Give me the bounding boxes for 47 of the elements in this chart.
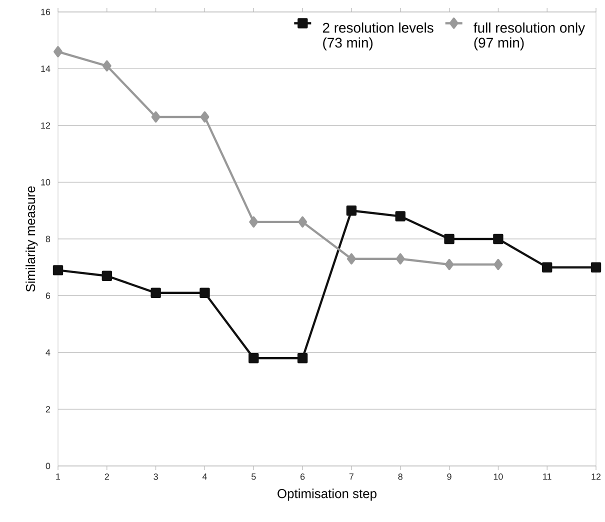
legend-label: 2 resolution levels (73 min): [322, 22, 434, 50]
point: [200, 111, 210, 123]
x-tick-label: 11: [543, 474, 552, 480]
point: [542, 262, 552, 272]
x-tick-label: 1: [56, 474, 60, 480]
y-tick-label: 14: [41, 66, 50, 72]
x-tick-label: 5: [252, 474, 256, 480]
point: [54, 46, 62, 58]
point: [297, 353, 308, 364]
y-tick-label: 2: [46, 406, 50, 412]
point: [590, 262, 602, 272]
point: [298, 216, 308, 228]
x-tick-label: 2: [104, 474, 109, 480]
point: [346, 253, 356, 264]
x-tick-label: 4: [202, 474, 207, 480]
x-tick-label: 10: [494, 474, 503, 480]
x-axis-title: Optimisation step: [278, 488, 376, 501]
point: [52, 265, 64, 276]
y-tick-label: 8: [46, 236, 50, 242]
x-tick-label: 8: [398, 474, 402, 480]
x-tick-label: 3: [154, 474, 158, 480]
y-tick-label: 16: [41, 8, 50, 16]
point: [102, 270, 112, 281]
legend-label: full resolution only (97 min): [474, 22, 586, 50]
y-tick-label: 12: [41, 122, 50, 129]
point: [102, 60, 112, 72]
point: [493, 234, 504, 244]
point: [395, 211, 406, 222]
point: [248, 353, 259, 364]
x-tick-label: 12: [592, 474, 601, 480]
point: [151, 111, 160, 123]
y-tick-label: 6: [46, 292, 50, 299]
point: [150, 288, 161, 298]
point: [346, 206, 357, 216]
point: [444, 234, 454, 244]
point: [396, 253, 405, 264]
point: [444, 258, 454, 270]
x-tick-label: 9: [447, 474, 452, 480]
point: [249, 216, 258, 228]
y-axis-title: Similarity measure: [26, 186, 38, 292]
x-tick-label: 7: [349, 474, 354, 480]
y-tick-label: 10: [41, 179, 50, 186]
x-tick-label: 6: [300, 474, 305, 480]
y-tick-label: 4: [46, 349, 50, 356]
point: [200, 288, 210, 298]
point: [494, 258, 503, 270]
y-tick-label: 0: [46, 462, 50, 470]
